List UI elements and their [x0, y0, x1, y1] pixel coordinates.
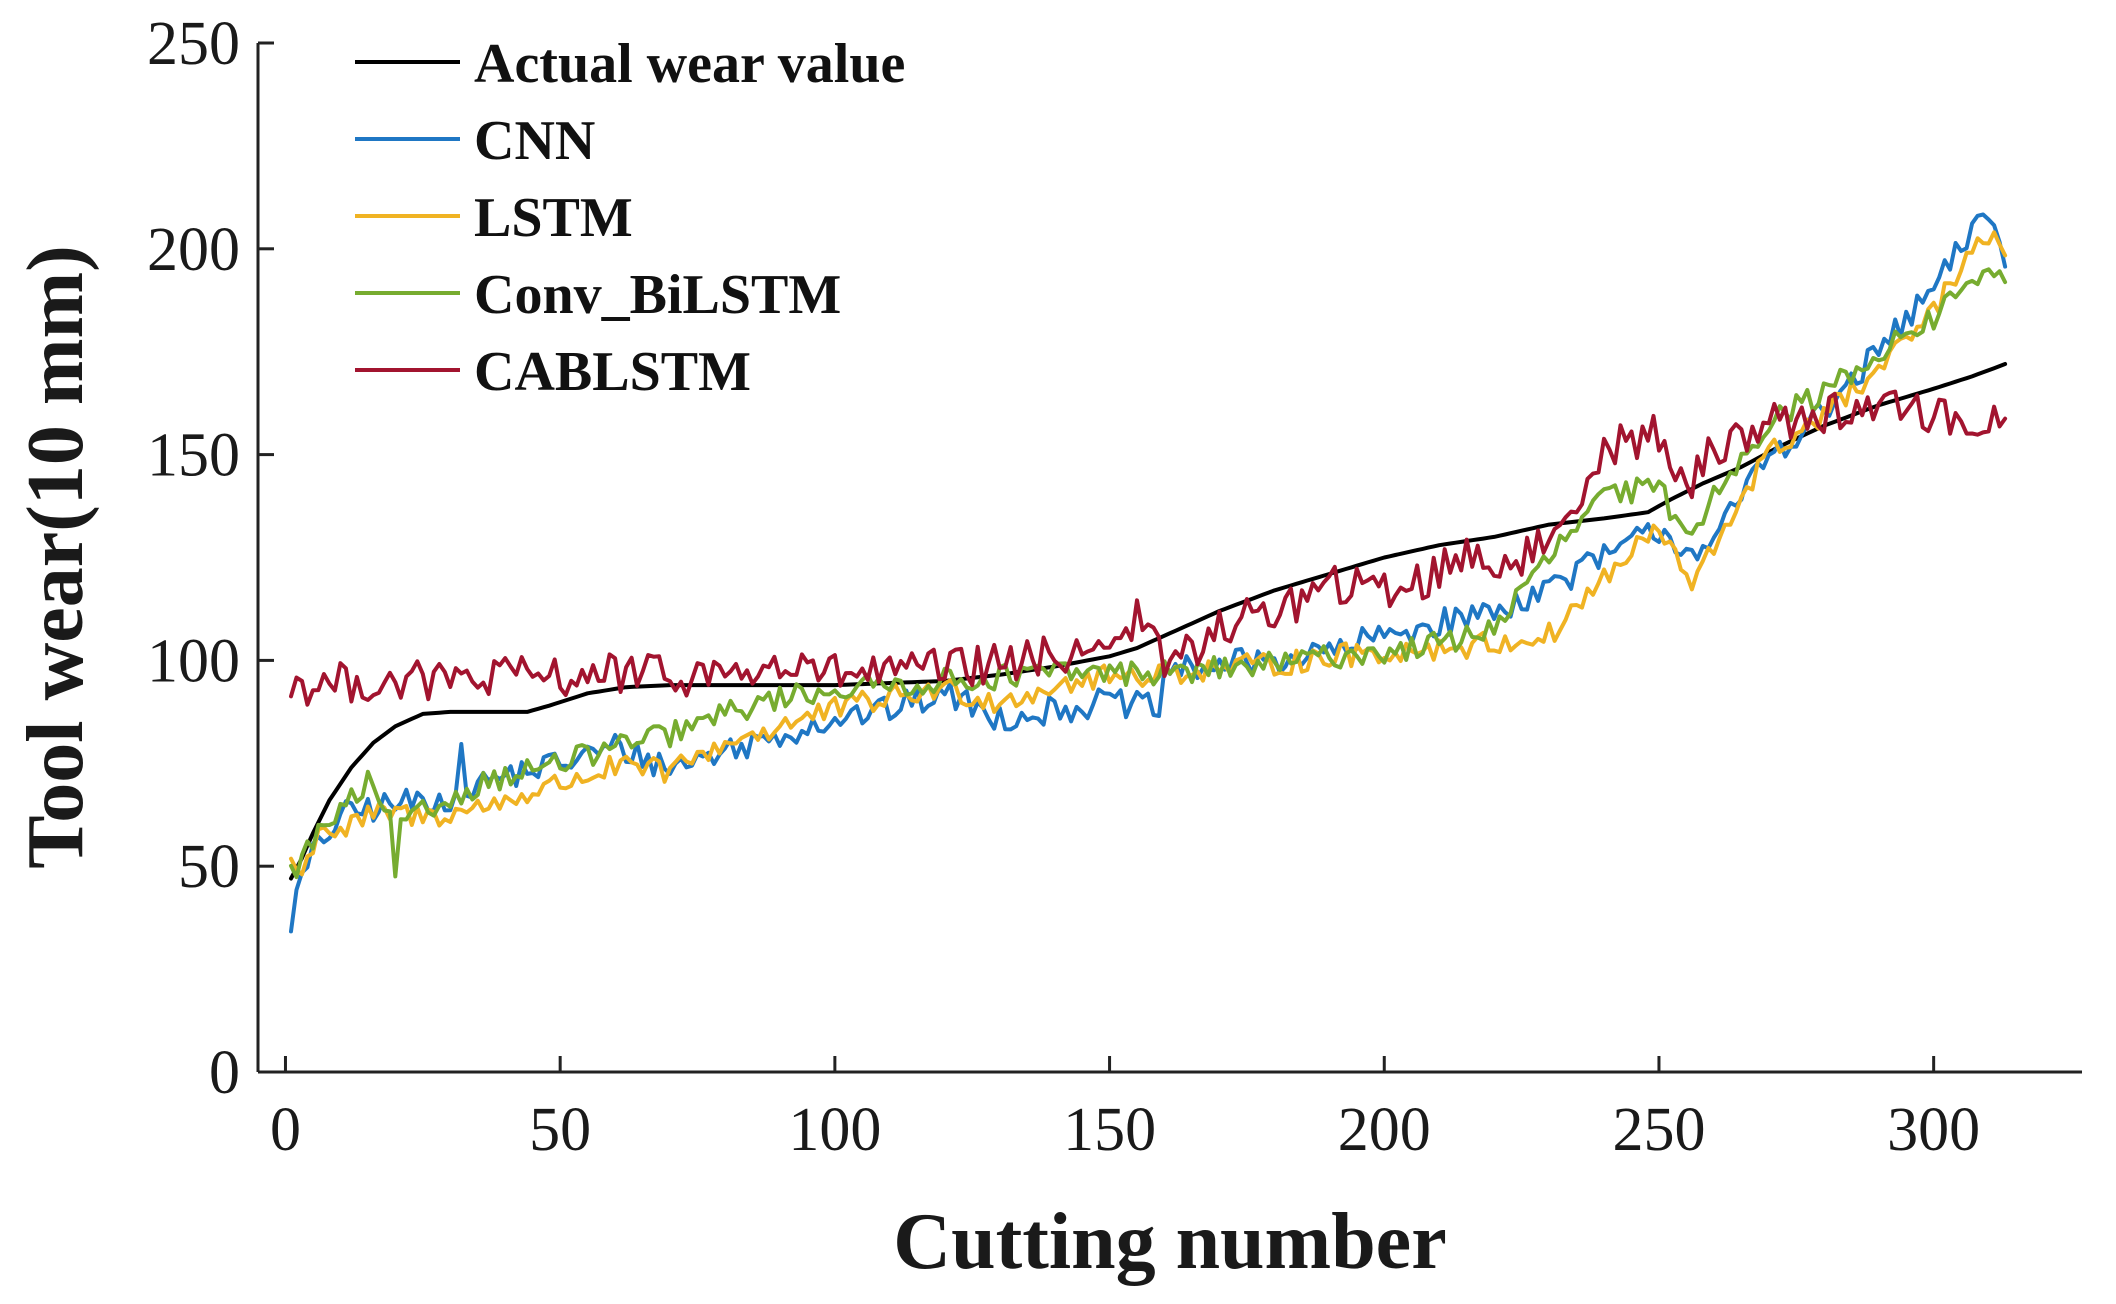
y-tick-label-200: 200	[147, 216, 240, 284]
x-tick-label-100: 100	[788, 1096, 881, 1164]
legend-label-cablstm: CABLSTM	[474, 341, 751, 403]
series-line-cnn	[289, 212, 2008, 934]
y-tick-label-50: 50	[178, 833, 240, 901]
y-tick-label-100: 100	[147, 627, 240, 695]
series-line-conv-bilstm	[289, 267, 2008, 880]
x-tick-label-150: 150	[1063, 1096, 1156, 1164]
y-axis-title: Tool wear(10 mm)	[12, 245, 100, 869]
x-tick-label-50: 50	[529, 1096, 591, 1164]
legend-label-lstm: LSTM	[474, 187, 633, 249]
x-tick-label-300: 300	[1887, 1096, 1980, 1164]
x-axis-title: Cutting number	[893, 1198, 1446, 1286]
axes	[256, 43, 2082, 1074]
legend-label-actual-wear-value: Actual wear value	[474, 33, 905, 95]
ticks: 0 50 100 150 200 250 300 0 50 100 150 200 250	[147, 10, 1980, 1164]
x-tick-label-200: 200	[1338, 1096, 1431, 1164]
x-tick-label-250: 250	[1612, 1096, 1705, 1164]
y-tick-label-150: 150	[147, 422, 240, 490]
y-tick-label-250: 250	[147, 10, 240, 78]
legend: Actual wear value CNN LSTM Conv_BiLSTM CABLS…	[355, 33, 905, 403]
legend-label-conv-bilstm: Conv_BiLSTM	[474, 264, 841, 326]
y-tick-label-0: 0	[209, 1039, 240, 1107]
series-line-lstm	[289, 230, 2008, 877]
series-line-actual-wear-value	[289, 362, 2008, 881]
x-tick-label-0: 0	[270, 1096, 301, 1164]
series-group	[289, 212, 2008, 934]
series-line-cablstm	[289, 389, 2008, 707]
legend-label-cnn: CNN	[474, 110, 595, 172]
